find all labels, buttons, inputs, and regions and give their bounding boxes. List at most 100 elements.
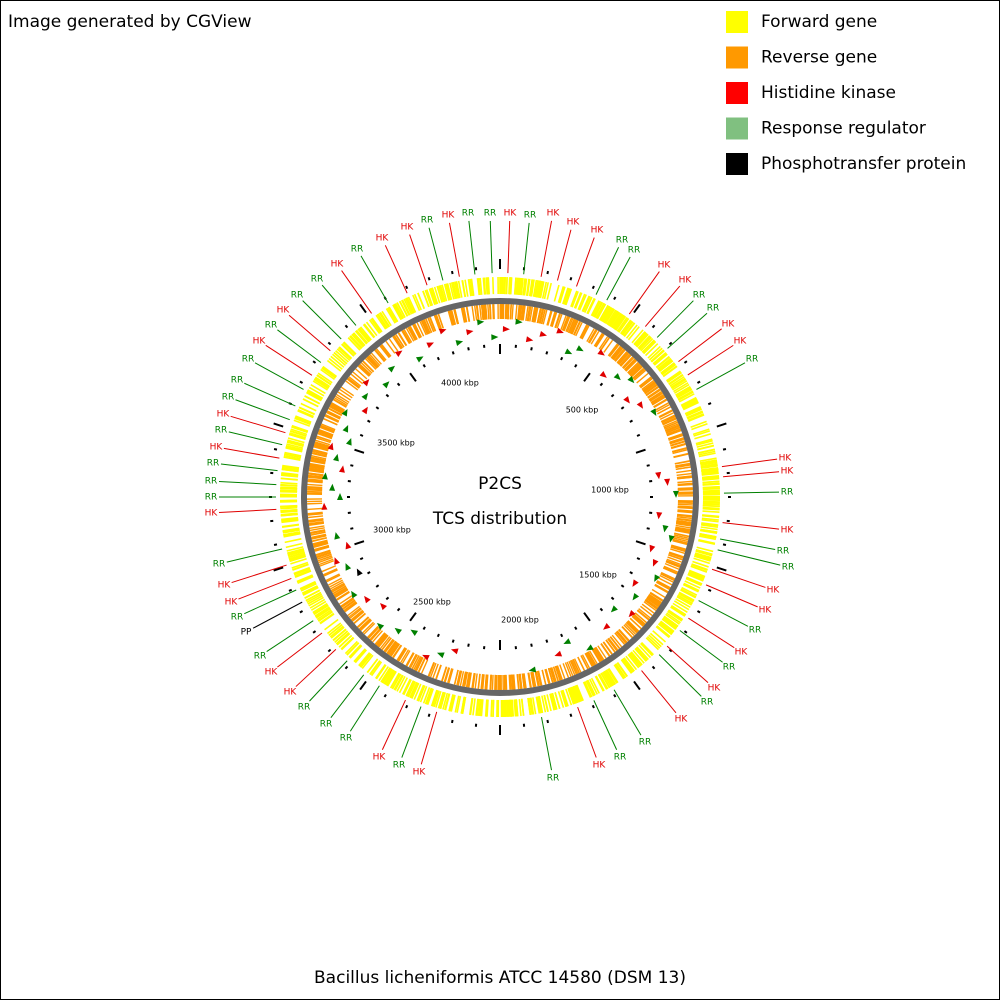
gene (298, 406, 315, 416)
feature-leader (698, 600, 749, 627)
gene (620, 406, 625, 410)
feature-marker (563, 638, 572, 644)
gene (677, 487, 693, 490)
gene (326, 359, 342, 372)
gene (485, 699, 489, 717)
gene (635, 448, 646, 454)
feature-leader (252, 601, 303, 629)
gene (591, 704, 595, 709)
gene (307, 512, 323, 516)
gene (431, 690, 439, 707)
gene (615, 315, 627, 331)
gene (331, 584, 346, 593)
feature-label: HK (734, 337, 748, 347)
gene (672, 602, 688, 613)
feature-marker (342, 425, 349, 433)
gene (677, 513, 693, 517)
gene (574, 292, 583, 309)
gene (656, 580, 671, 589)
gene (374, 663, 386, 679)
feature-leader (576, 237, 595, 287)
gene (375, 664, 387, 680)
gene (362, 360, 374, 373)
gene (534, 671, 539, 687)
feature-marker (362, 379, 370, 387)
gene (389, 643, 400, 657)
gene (646, 596, 661, 607)
gene (566, 661, 574, 677)
gene (671, 447, 687, 453)
gene (310, 600, 327, 611)
gene (436, 633, 440, 638)
gene (308, 386, 325, 397)
gene (539, 308, 544, 324)
gene (511, 699, 515, 717)
gene (645, 637, 660, 651)
gene (429, 662, 437, 678)
gene (283, 454, 301, 460)
gene (436, 356, 440, 361)
gene (309, 598, 326, 609)
gene (693, 555, 711, 562)
gene (537, 670, 543, 686)
gene (638, 608, 651, 619)
gene (625, 360, 637, 372)
gene (443, 283, 450, 301)
gene (600, 672, 611, 689)
gene (656, 625, 671, 638)
gene (676, 476, 693, 480)
gene (357, 327, 371, 343)
gene (591, 300, 602, 317)
gene (273, 422, 284, 428)
feature-marker (610, 605, 618, 613)
gene (318, 429, 334, 436)
gene (308, 517, 324, 522)
gene (323, 418, 338, 426)
legend-swatch (726, 82, 748, 104)
gene (334, 589, 349, 599)
gene (312, 630, 317, 634)
feature-leader (722, 522, 780, 530)
gene (554, 313, 562, 329)
feature-marker (426, 342, 434, 349)
feature-marker (334, 557, 340, 565)
gene (643, 601, 657, 612)
gene (649, 591, 664, 601)
gene (285, 542, 303, 549)
gene (328, 623, 343, 636)
gene (297, 410, 314, 419)
gene (280, 486, 298, 489)
gene (330, 402, 345, 412)
gene (405, 704, 409, 709)
gene (325, 414, 340, 422)
gene (307, 507, 323, 511)
feature-marker (334, 532, 341, 540)
gene (673, 534, 689, 539)
gene (288, 552, 306, 559)
gene (280, 489, 298, 492)
gene (403, 329, 413, 343)
feature-label: RR (265, 321, 278, 331)
gene (589, 678, 598, 695)
gene (583, 681, 593, 698)
gene (309, 527, 325, 532)
gene (457, 670, 463, 686)
gene (585, 652, 595, 667)
feature-label: HK (373, 753, 387, 763)
feature-label: HK (593, 761, 607, 771)
gene (676, 387, 692, 398)
gene (602, 306, 613, 323)
feature-label: RR (254, 652, 267, 662)
gene (354, 448, 365, 454)
gene (629, 617, 642, 630)
gene (467, 672, 472, 688)
gene (435, 690, 442, 708)
gene (348, 607, 362, 618)
gene (342, 342, 356, 356)
gene (688, 571, 705, 580)
gene (535, 696, 541, 714)
feature-label: HK (708, 684, 722, 694)
gene (353, 613, 366, 624)
feature-label: HK (331, 260, 345, 270)
gene (321, 366, 337, 378)
